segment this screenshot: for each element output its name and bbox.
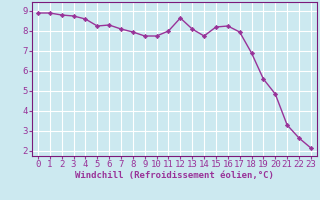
- X-axis label: Windchill (Refroidissement éolien,°C): Windchill (Refroidissement éolien,°C): [75, 171, 274, 180]
